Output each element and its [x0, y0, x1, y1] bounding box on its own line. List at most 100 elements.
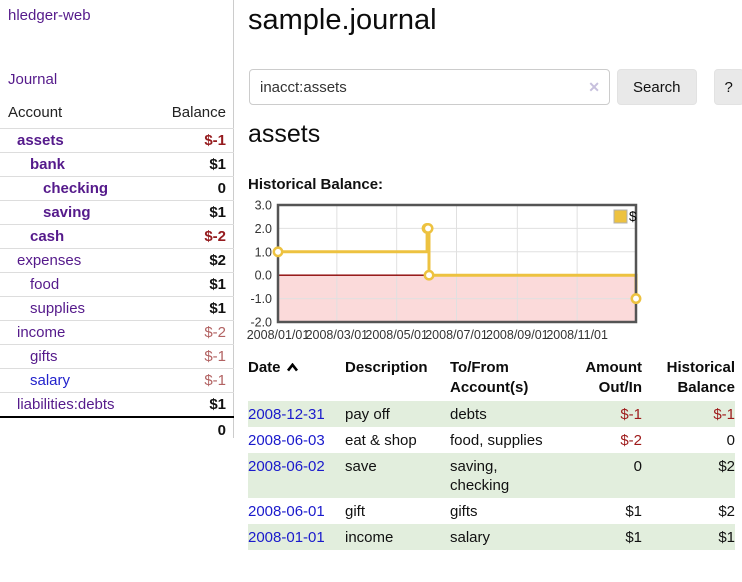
- account-link-assets[interactable]: assets: [17, 132, 64, 149]
- transaction-accounts: gifts: [450, 503, 478, 520]
- account-link-bank[interactable]: bank: [30, 156, 66, 173]
- transaction-date-link[interactable]: 2008-06-02: [248, 458, 325, 475]
- account-heading: assets: [248, 120, 321, 148]
- svg-text:2008/05/01: 2008/05/01: [365, 328, 428, 341]
- register-header-amount: Amount Out/In: [585, 359, 642, 396]
- register-header-description: Description: [345, 359, 428, 376]
- chart-svg: $3.0 2.0 1.0 0.0 -1.0 -2.02008/01/012008/03/0…: [247, 199, 642, 342]
- date-header-label: Date: [248, 359, 281, 376]
- sidebar-item-journal[interactable]: Journal: [8, 71, 58, 88]
- svg-text:-1.0: -1.0: [250, 292, 272, 306]
- chart-title: Historical Balance:: [248, 176, 384, 193]
- transaction-amount: 0: [633, 458, 642, 475]
- transaction-description: eat & shop: [345, 432, 417, 449]
- page-title: sample.journal: [248, 4, 437, 36]
- account-balance: $2: [209, 252, 226, 269]
- account-balance: $-1: [204, 348, 226, 365]
- transaction-amount: $-2: [620, 432, 642, 449]
- account-balance: $1: [209, 204, 226, 221]
- account-balance: $-2: [204, 324, 226, 341]
- clear-search-icon[interactable]: ✕: [588, 79, 600, 95]
- register-row: 2008-06-01 gift gifts $1 $2: [248, 498, 735, 524]
- help-button[interactable]: ?: [713, 69, 742, 105]
- sidebar-account-row: cash $-2: [0, 224, 234, 248]
- register-row: 2008-06-02 save saving, checking 0 $2: [248, 453, 735, 498]
- register-header-row: Date Description To/From Account(s) Amou…: [248, 358, 735, 401]
- legend-swatch: [613, 209, 628, 224]
- transaction-balance: 0: [726, 432, 735, 449]
- transaction-date-cell: 2008-06-02: [248, 453, 345, 498]
- svg-text:0.0: 0.0: [255, 269, 272, 283]
- register-header-accounts: To/From Account(s): [450, 359, 529, 396]
- accounts-table: Account Balance assets $-1 bank $1 checking 0…: [0, 100, 234, 443]
- balance-column-label: Balance: [171, 104, 226, 121]
- sidebar: hledger-web Journal Account Balance asse…: [0, 0, 234, 439]
- transaction-balance: $1: [718, 529, 735, 546]
- account-balance: 0: [217, 180, 226, 197]
- transaction-description: save: [345, 458, 377, 475]
- sidebar-account-row: food $1: [0, 272, 234, 296]
- account-balance: $-2: [204, 228, 226, 245]
- transaction-accounts: debts: [450, 406, 487, 423]
- accounts-rows: assets $-1 bank $1 checking 0 saving $1 cash $-2 e…: [0, 128, 234, 416]
- account-link-gifts[interactable]: gifts: [30, 348, 58, 365]
- account-column-label: Account: [8, 104, 63, 121]
- transaction-accounts: salary: [450, 529, 491, 546]
- svg-text:2008/07/01: 2008/07/01: [425, 328, 488, 341]
- transaction-amount: $1: [625, 503, 642, 520]
- sidebar-account-row: saving $1: [0, 200, 234, 224]
- search-input[interactable]: [249, 69, 610, 105]
- account-link-supplies[interactable]: supplies: [30, 300, 86, 317]
- account-link-liabilities-debts[interactable]: liabilities:debts: [17, 396, 115, 413]
- sidebar-account-row: supplies $1: [0, 296, 234, 320]
- transaction-date-link[interactable]: 2008-06-03: [248, 432, 325, 449]
- svg-text:2.0: 2.0: [255, 222, 272, 236]
- sidebar-account-row: income $-2: [0, 320, 234, 344]
- app-brand-link[interactable]: hledger-web: [8, 7, 91, 24]
- account-link-salary[interactable]: salary: [30, 372, 71, 389]
- transaction-date-cell: 2008-06-03: [248, 427, 345, 453]
- account-balance: $-1: [204, 372, 226, 389]
- sidebar-account-row: salary $-1: [0, 368, 234, 392]
- account-balance: $-1: [204, 132, 226, 149]
- sidebar-account-row: expenses $2: [0, 248, 234, 272]
- account-link-income[interactable]: income: [17, 324, 66, 341]
- register-header-balance: Historical Balance: [666, 359, 735, 396]
- transaction-balance: $2: [718, 503, 735, 520]
- sidebar-account-row: liabilities:debts $1: [0, 392, 234, 416]
- transaction-amount: $-1: [620, 406, 642, 423]
- svg-text:2008/09/01: 2008/09/01: [486, 328, 549, 341]
- sidebar-account-row: assets $-1: [0, 128, 234, 152]
- account-link-cash[interactable]: cash: [30, 228, 65, 245]
- transaction-date-cell: 2008-01-01: [248, 524, 345, 550]
- transaction-balance: $2: [718, 458, 735, 475]
- account-balance: $1: [209, 276, 226, 293]
- account-link-expenses[interactable]: expenses: [17, 252, 82, 269]
- transaction-date-cell: 2008-12-31: [248, 401, 345, 427]
- search-button[interactable]: Search: [617, 69, 697, 105]
- account-balance: $1: [209, 156, 226, 173]
- register-table: Date Description To/From Account(s) Amou…: [248, 358, 735, 550]
- legend-label: $: [629, 209, 637, 224]
- register-row: 2008-01-01 income salary $1 $1: [248, 524, 735, 550]
- account-balance: $1: [209, 300, 226, 317]
- svg-text:2008/03/01: 2008/03/01: [306, 328, 369, 341]
- sort-ascending-icon: [286, 358, 299, 378]
- transaction-accounts: food, supplies: [450, 432, 543, 449]
- transaction-description: income: [345, 529, 394, 546]
- transaction-date-link[interactable]: 2008-01-01: [248, 529, 325, 546]
- transaction-accounts: saving, checking: [450, 458, 510, 494]
- account-link-checking[interactable]: checking: [43, 180, 109, 197]
- transaction-date-link[interactable]: 2008-12-31: [248, 406, 325, 423]
- accounts-total-row: 0: [0, 416, 234, 443]
- sidebar-account-row: bank $1: [0, 152, 234, 176]
- sidebar-account-row: checking 0: [0, 176, 234, 200]
- transaction-date-link[interactable]: 2008-06-01: [248, 503, 325, 520]
- transaction-description: gift: [345, 503, 366, 520]
- historical-balance-chart: $3.0 2.0 1.0 0.0 -1.0 -2.0 2008/01/01 2008/03/0…: [246, 199, 646, 346]
- account-link-food[interactable]: food: [30, 276, 60, 293]
- register-header-date: Date: [248, 358, 345, 401]
- search-bar: ✕ Search ?: [249, 69, 742, 105]
- accounts-total-value: 0: [217, 422, 226, 439]
- account-link-saving[interactable]: saving: [43, 204, 91, 221]
